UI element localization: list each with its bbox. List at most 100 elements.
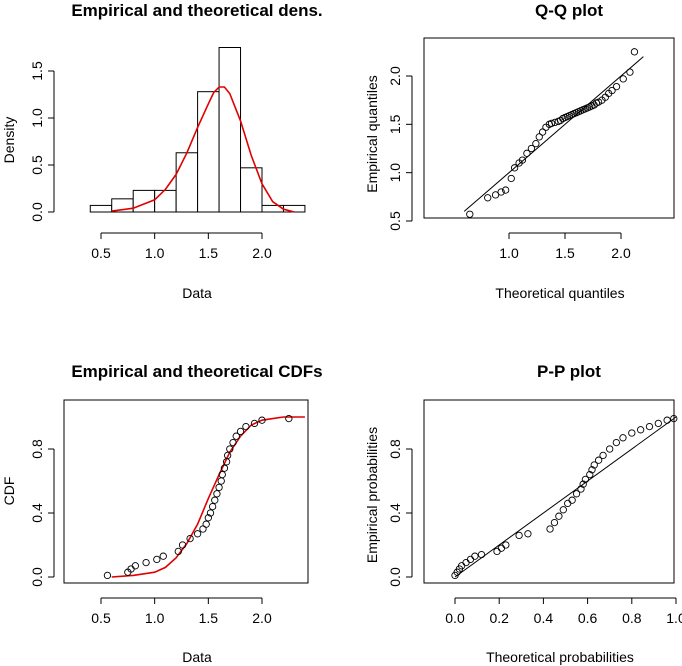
y-tick-label: 0.0 [29,567,45,587]
y-tick-label: 0.4 [387,503,403,523]
chart-panel-1: Empirical and theoretical dens. 0.5 1.0 1.5… [1,1,323,301]
x-tick-label: 2.0 [252,245,272,261]
x-tick-label: 1.0 [145,245,165,261]
x-tick-label: 0.5 [91,610,111,626]
empirical-cdf-point [226,445,234,453]
y-axis-label: CDF [1,477,17,506]
data-point [628,429,636,437]
histogram-bar [240,167,263,213]
x-tick-label: 0.8 [622,610,642,626]
y-tick-label: 1.0 [387,163,403,183]
empirical-cdf-point [208,502,217,511]
data-point [572,490,581,498]
empirical-cdf-point [285,414,293,423]
histogram-bar [282,204,306,213]
data-point [630,48,639,56]
plot-frame [423,399,675,584]
data-point [568,496,576,504]
data-point [523,149,531,157]
data-point [515,531,523,540]
y-tick-label: 0.4 [29,503,45,523]
histogram-bar [197,91,220,213]
data-point [501,186,510,194]
data-point [497,188,505,196]
empirical-cdf-point [232,432,240,440]
empirical-cdf-point [211,496,219,504]
data-point [608,86,616,95]
empirical-cdf-point [131,562,139,570]
data-point [636,426,645,434]
y-tick-label: 0.0 [387,567,403,587]
y-tick-label: 0.0 [29,202,45,222]
data-point [586,470,594,479]
data-point [670,414,678,423]
histogram-bar [154,189,177,213]
theoretical-density-curve [111,86,295,213]
x-tick-label: 2.0 [611,245,631,261]
data-point [462,558,470,567]
reference-line [454,416,677,578]
data-point [581,475,590,484]
data-point [564,499,572,508]
x-tick-label: 0.6 [578,610,598,626]
chart-title: Q-Q plot [535,1,603,20]
data-point [555,512,563,520]
empirical-cdf-point [178,541,187,549]
empirical-cdf-point [193,530,202,538]
data-point [466,210,474,218]
y-tick-label: 2.0 [387,66,403,86]
histogram-bar [89,204,113,213]
data-point [663,416,671,424]
empirical-cdf-point [213,490,221,498]
histogram-bar [175,152,199,213]
data-point [577,485,585,493]
data-point [484,194,492,202]
y-tick-label: 1.5 [387,114,403,134]
data-point [535,133,543,141]
empirical-cdf-point [224,451,232,460]
data-point [532,140,540,148]
x-tick-label: 1.5 [199,245,219,261]
empirical-cdf-point [103,571,112,580]
data-point [645,422,654,431]
empirical-cdf-point [153,555,161,564]
empirical-cdf-point [202,520,210,528]
empirical-cdf-point [229,438,237,447]
empirical-cdf-point [204,514,212,522]
data-point [612,82,621,91]
data-point [507,174,515,183]
x-tick-label: 0.5 [91,245,111,261]
plot-frame [423,37,675,219]
empirical-cdf-point [218,470,226,479]
y-tick-label: 0.8 [29,439,45,459]
data-point [477,550,486,559]
data-point [493,547,501,556]
chart-title: P-P plot [537,362,601,381]
x-axis-label: Data [182,285,212,301]
x-tick-label: 1.0 [145,610,165,626]
data-point [547,119,556,128]
histogram-bar [218,47,242,213]
data-point [654,419,662,428]
data-point [527,144,536,153]
x-axis-label: Theoretical quantiles [495,285,624,301]
data-point [546,525,554,533]
y-tick-label: 1.5 [29,61,45,81]
data-point [606,445,614,453]
x-tick-label: 0.4 [534,610,554,626]
y-tick-label: 0.5 [29,155,45,175]
data-point [491,191,500,199]
data-point [497,544,506,552]
x-tick-label: 1.0 [666,610,682,626]
reference-line [463,56,644,212]
empirical-cdf-point [142,558,150,567]
empirical-cdf-point [258,416,266,424]
empirical-cdf-point [236,427,245,436]
x-tick-label: 1.5 [199,610,219,626]
y-tick-label: 0.8 [387,439,403,459]
x-tick-label: 0.0 [445,610,465,626]
empirical-cdf-point [215,483,223,492]
empirical-cdf-point [186,534,194,543]
chart-panel-3: Empirical and theoretical CDFs 0.5 1.0 1.5 2… [1,362,323,665]
